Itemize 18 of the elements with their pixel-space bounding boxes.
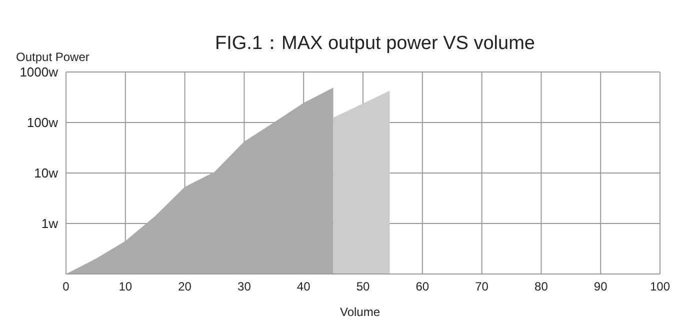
y-tick-label: 10w	[34, 166, 59, 181]
x-tick-label: 90	[594, 280, 608, 294]
y-axis-title: Output Power	[16, 50, 90, 64]
chart-title: FIG.1：MAX output power VS volume	[215, 33, 535, 54]
x-tick-label: 20	[178, 280, 192, 294]
x-tick-label: 0	[62, 280, 70, 294]
x-tick-label: 80	[534, 280, 548, 294]
x-tick-label: 50	[356, 280, 370, 294]
x-tick-label: 100	[650, 280, 670, 294]
x-tick-label: 40	[296, 280, 311, 294]
y-tick-label: 1w	[41, 216, 59, 232]
x-tick-label: 70	[475, 280, 489, 294]
x-tick-label: 30	[238, 280, 252, 294]
y-tick-label: 1000w	[20, 64, 59, 80]
x-axis-title: Volume	[340, 305, 380, 319]
x-tick-label: 60	[416, 280, 430, 294]
y-tick-label: 100w	[26, 115, 59, 130]
x-tick-label: 10	[118, 280, 132, 294]
